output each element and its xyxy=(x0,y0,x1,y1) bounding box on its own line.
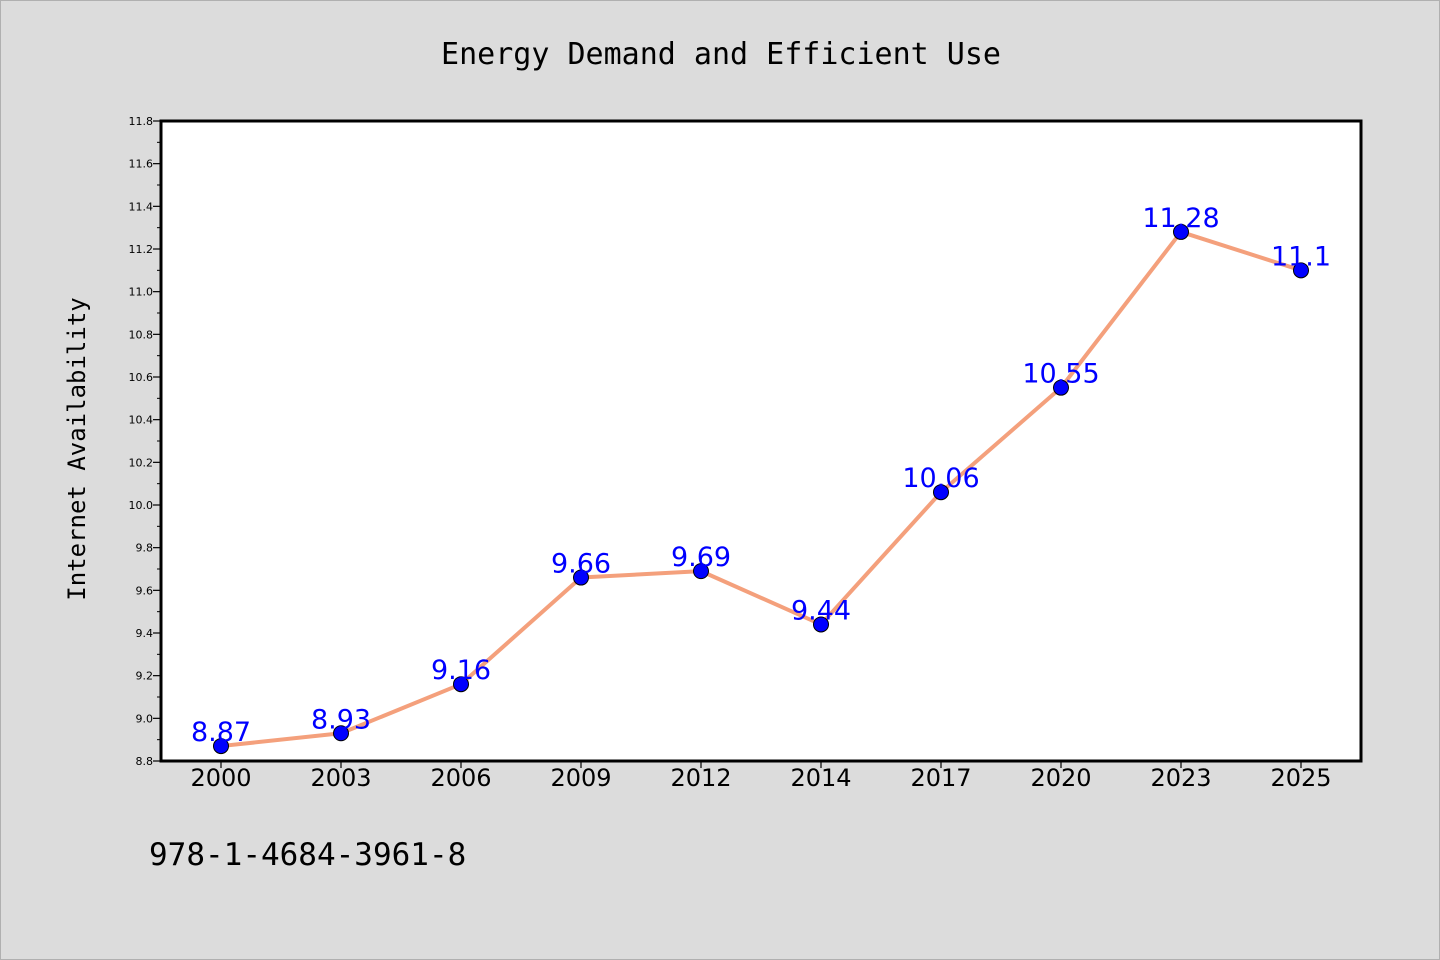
y-tick-label: 11.6 xyxy=(129,158,154,171)
data-point[interactable] xyxy=(1293,262,1309,279)
y-tick-label: 9.0 xyxy=(136,712,154,725)
x-tick-label: 2014 xyxy=(790,764,851,792)
x-axis: 2000 2003 2006 2009 2012 2014 2017 2020 2023 2025 xyxy=(190,761,1332,792)
plot-area xyxy=(161,121,1361,761)
data-point[interactable] xyxy=(813,616,829,633)
y-tick-label: 9.2 xyxy=(136,670,154,683)
y-tick-label: 11.8 xyxy=(129,115,154,128)
data-label: 9.69 xyxy=(671,542,731,573)
y-tick-label: 9.8 xyxy=(136,542,154,555)
x-tick-label: 2023 xyxy=(1150,764,1211,792)
y-tick-label: 10.2 xyxy=(129,456,154,469)
y-tick-label: 10.8 xyxy=(129,328,154,341)
data-point[interactable] xyxy=(333,725,349,742)
y-tick-label: 9.6 xyxy=(136,584,154,597)
plot-frame xyxy=(159,119,1363,763)
data-label: 11.28 xyxy=(1142,203,1219,234)
data-point[interactable] xyxy=(933,484,949,501)
isbn-footer: 978-1-4684-3961-8 xyxy=(149,837,466,873)
y-tick-label: 10.4 xyxy=(129,414,154,427)
data-point[interactable] xyxy=(453,676,469,693)
data-point[interactable] xyxy=(1173,223,1189,240)
y-axis: 8.8 9.0 9.2 9.4 9.6 9.8 10.0 10.2 10.4 10.6 10.8 11… xyxy=(129,115,161,768)
series-line xyxy=(220,229,1302,749)
data-label: 10.06 xyxy=(902,463,979,494)
data-labels-group: 8.87 8.93 9.16 9.66 9.69 9.44 10.06 10.55 11.28 1… xyxy=(191,203,1331,748)
data-label: 11.1 xyxy=(1271,241,1331,272)
data-point[interactable] xyxy=(573,569,589,586)
data-label: 9.16 xyxy=(431,655,491,686)
x-tick-label: 2003 xyxy=(310,764,371,792)
y-tick-label: 9.4 xyxy=(136,627,154,640)
chart-title: Energy Demand and Efficient Use xyxy=(441,37,1001,72)
data-label: 9.44 xyxy=(791,595,851,626)
x-tick-label: 2017 xyxy=(910,764,971,792)
y-tick-label: 11.4 xyxy=(129,200,154,213)
data-label: 10.55 xyxy=(1022,359,1099,390)
y-tick-label: 8.8 xyxy=(136,755,154,768)
data-point[interactable] xyxy=(213,738,229,755)
y-tick-label: 11.2 xyxy=(129,243,154,256)
x-tick-label: 2025 xyxy=(1270,764,1331,792)
x-tick-label: 2020 xyxy=(1030,764,1091,792)
x-tick-label: 2006 xyxy=(430,764,491,792)
x-tick-label: 2012 xyxy=(670,764,731,792)
data-point[interactable] xyxy=(693,563,709,580)
data-label: 8.93 xyxy=(311,704,371,735)
y-tick-label: 10.0 xyxy=(129,499,154,512)
y-tick-label: 11.0 xyxy=(129,286,154,299)
x-tick-label: 2000 xyxy=(190,764,251,792)
x-tick-label: 2009 xyxy=(550,764,611,792)
data-label: 9.66 xyxy=(551,549,611,580)
y-axis-label: Internet Availability xyxy=(63,297,91,600)
y-tick-label: 10.6 xyxy=(129,371,154,384)
markers-group xyxy=(213,223,1309,755)
series-line-group xyxy=(220,229,1302,749)
data-point[interactable] xyxy=(1053,379,1069,396)
data-label: 8.87 xyxy=(191,717,251,748)
